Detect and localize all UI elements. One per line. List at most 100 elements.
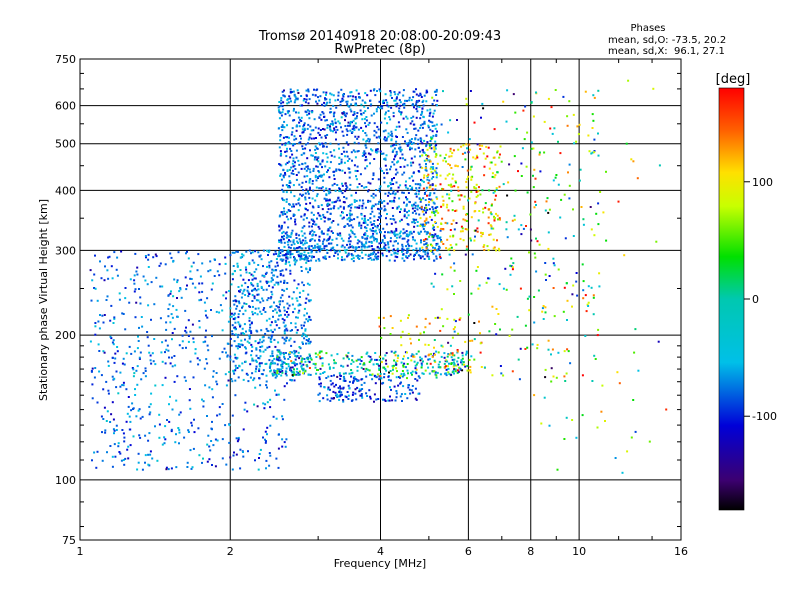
scatter-point bbox=[554, 176, 557, 179]
scatter-point bbox=[247, 380, 250, 383]
scatter-point bbox=[304, 147, 307, 150]
scatter-point bbox=[282, 258, 285, 261]
scatter-point bbox=[241, 292, 244, 295]
scatter-point bbox=[402, 103, 404, 106]
scatter-point bbox=[269, 424, 272, 427]
scatter-point bbox=[334, 200, 337, 203]
scatter-point bbox=[401, 245, 404, 248]
scatter-point bbox=[309, 357, 312, 360]
scatter-point bbox=[417, 94, 420, 97]
scatter-point bbox=[283, 398, 286, 401]
scatter-point bbox=[293, 143, 296, 145]
scatter-point bbox=[277, 253, 280, 256]
scatter-point bbox=[387, 378, 390, 381]
scatter-point bbox=[318, 227, 321, 230]
scatter-point bbox=[299, 256, 302, 259]
scatter-point bbox=[283, 332, 286, 335]
scatter-point bbox=[358, 390, 361, 393]
scatter-point bbox=[544, 273, 547, 276]
scatter-point bbox=[264, 348, 267, 351]
scatter-point bbox=[476, 227, 479, 230]
scatter-point bbox=[601, 384, 604, 387]
scatter-point bbox=[415, 107, 418, 110]
scatter-point bbox=[414, 127, 417, 130]
scatter-point bbox=[439, 257, 442, 260]
scatter-point bbox=[451, 354, 454, 357]
scatter-point bbox=[121, 362, 124, 365]
scatter-point bbox=[511, 268, 514, 271]
scatter-point bbox=[431, 162, 434, 165]
scatter-point bbox=[379, 372, 382, 375]
scatter-point bbox=[265, 459, 268, 462]
scatter-point bbox=[234, 379, 237, 382]
scatter-point bbox=[476, 194, 479, 197]
scatter-point bbox=[341, 112, 344, 115]
scatter-point bbox=[290, 133, 293, 136]
scatter-point bbox=[349, 129, 352, 132]
scatter-point bbox=[474, 235, 476, 238]
scatter-point bbox=[374, 382, 377, 385]
scatter-point bbox=[479, 342, 482, 345]
scatter-point bbox=[401, 250, 403, 253]
scatter-point bbox=[398, 91, 401, 94]
scatter-point bbox=[400, 111, 403, 114]
scatter-point bbox=[434, 127, 437, 130]
scatter-point bbox=[198, 291, 201, 294]
scatter-point bbox=[300, 215, 303, 218]
scatter-point bbox=[485, 145, 488, 148]
scatter-point bbox=[94, 333, 97, 336]
scatter-point bbox=[327, 363, 330, 366]
scatter-point bbox=[396, 252, 399, 255]
scatter-point bbox=[547, 348, 550, 351]
scatter-point bbox=[279, 359, 282, 362]
scatter-point bbox=[406, 223, 409, 225]
scatter-point bbox=[434, 247, 436, 250]
scatter-point bbox=[228, 371, 231, 373]
scatter-point bbox=[110, 337, 113, 340]
scatter-point bbox=[298, 373, 301, 376]
scatter-point bbox=[289, 329, 292, 332]
scatter-point bbox=[295, 129, 298, 132]
scatter-point bbox=[320, 350, 323, 353]
scatter-point bbox=[435, 176, 438, 179]
scatter-point bbox=[319, 163, 322, 166]
scatter-point bbox=[322, 152, 325, 155]
scatter-point bbox=[167, 349, 170, 352]
scatter-point bbox=[308, 181, 311, 184]
scatter-point bbox=[383, 117, 386, 120]
scatter-point bbox=[389, 94, 392, 97]
scatter-point bbox=[237, 321, 240, 324]
scatter-point bbox=[369, 236, 372, 239]
scatter-point bbox=[196, 269, 199, 272]
scatter-point bbox=[136, 266, 139, 269]
scatter-point bbox=[395, 392, 398, 395]
scatter-point bbox=[232, 317, 235, 320]
scatter-point bbox=[258, 369, 261, 372]
scatter-point bbox=[428, 258, 431, 260]
scatter-point bbox=[281, 300, 284, 303]
scatter-point bbox=[348, 233, 351, 236]
scatter-point bbox=[255, 347, 258, 350]
scatter-point bbox=[111, 356, 114, 359]
scatter-point bbox=[325, 187, 328, 190]
scatter-point bbox=[222, 294, 225, 297]
scatter-point bbox=[170, 313, 173, 316]
scatter-point bbox=[432, 167, 435, 170]
scatter-point bbox=[555, 174, 558, 176]
scatter-point bbox=[246, 410, 249, 413]
scatter-point bbox=[226, 355, 229, 358]
scatter-point bbox=[262, 249, 265, 252]
scatter-point bbox=[261, 345, 264, 348]
scatter-point bbox=[473, 322, 476, 324]
scatter-point bbox=[384, 231, 386, 234]
scatter-point bbox=[308, 98, 311, 101]
scatter-point bbox=[109, 421, 112, 423]
scatter-point bbox=[311, 111, 314, 114]
scatter-point bbox=[91, 459, 93, 462]
scatter-point bbox=[333, 374, 335, 377]
scatter-point bbox=[225, 463, 228, 466]
scatter-point bbox=[309, 299, 312, 302]
scatter-point bbox=[435, 235, 438, 238]
scatter-point bbox=[286, 382, 288, 385]
scatter-point bbox=[387, 231, 389, 234]
